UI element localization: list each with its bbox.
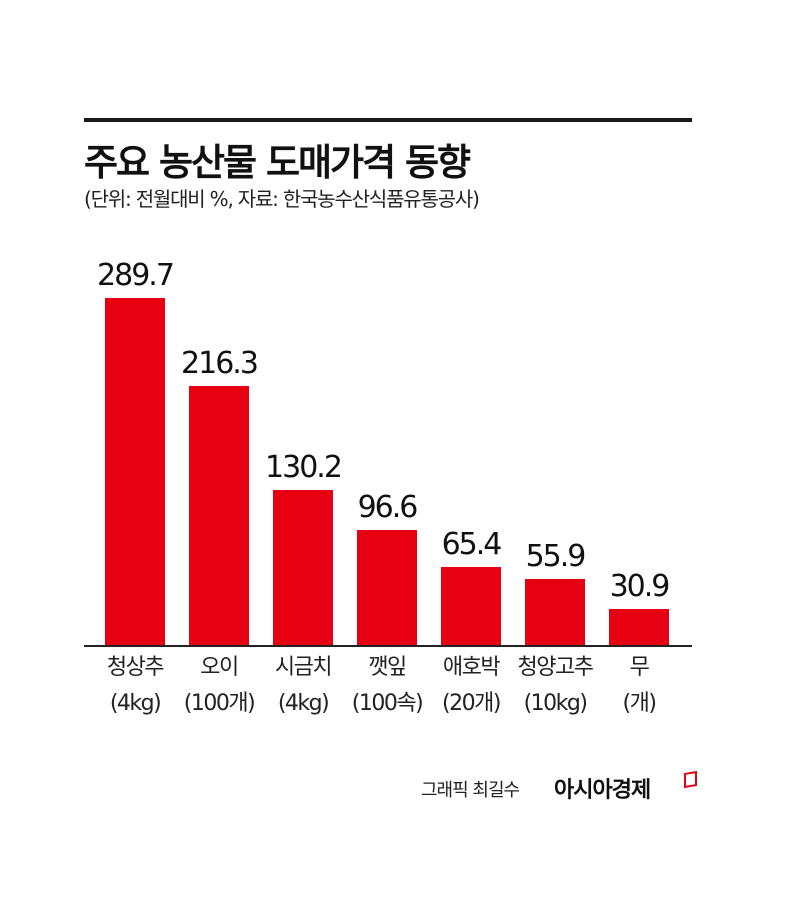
value-label: 30.9 [609,569,671,604]
value-label: 289.7 [97,258,175,293]
category-unit: (4kg) [109,691,162,716]
brand-mark-icon [684,770,697,789]
bar [525,579,585,646]
title-rule [84,118,692,122]
category-name: 깻잎 [368,655,407,680]
bar [105,298,165,646]
bar [189,386,249,646]
chart-subtitle: (단위: 전월대비 %, 자료: 한국농수산식품유통공사) [84,187,480,211]
category-label: 오이 (100개) [169,650,269,722]
category-name: 청상추 [106,655,165,680]
bar [357,530,417,646]
category-label: 청상추 (4kg) [85,650,185,722]
category-unit: (개) [622,691,657,716]
category-name: 오이 [200,655,239,680]
category-name: 애호박 [442,655,501,680]
category-unit: (20개) [442,691,501,716]
category-unit: (100속) [351,691,424,716]
bar [609,609,669,646]
x-axis-baseline [84,645,692,647]
category-unit: (10kg) [523,691,588,716]
value-label: 65.4 [441,527,503,562]
value-label: 55.9 [525,539,587,574]
bar [273,490,333,646]
brand-logo: 아시아경제 [554,778,651,803]
value-label: 96.6 [357,490,419,525]
bar [441,567,501,646]
category-name: 시금치 [274,655,333,680]
plot-area: 289.7 216.3 130.2 96.6 65.4 55.9 30.9 [84,240,692,646]
category-label: 깻잎 (100속) [337,650,437,722]
category-label: 청양고추 (10kg) [505,650,605,722]
category-name: 무 [629,655,650,680]
value-label: 216.3 [181,346,259,381]
category-unit: (4kg) [277,691,330,716]
category-label: 무 (개) [589,650,689,722]
category-name: 청양고추 [517,655,594,680]
chart-title: 주요 농산물 도매가격 동향 [84,141,471,184]
category-label: 시금치 (4kg) [253,650,353,722]
value-label: 130.2 [265,450,343,485]
category-label: 애호박 (20개) [421,650,521,722]
category-unit: (100개) [183,691,256,716]
graphic-credit: 그래픽 최길수 [421,780,520,801]
